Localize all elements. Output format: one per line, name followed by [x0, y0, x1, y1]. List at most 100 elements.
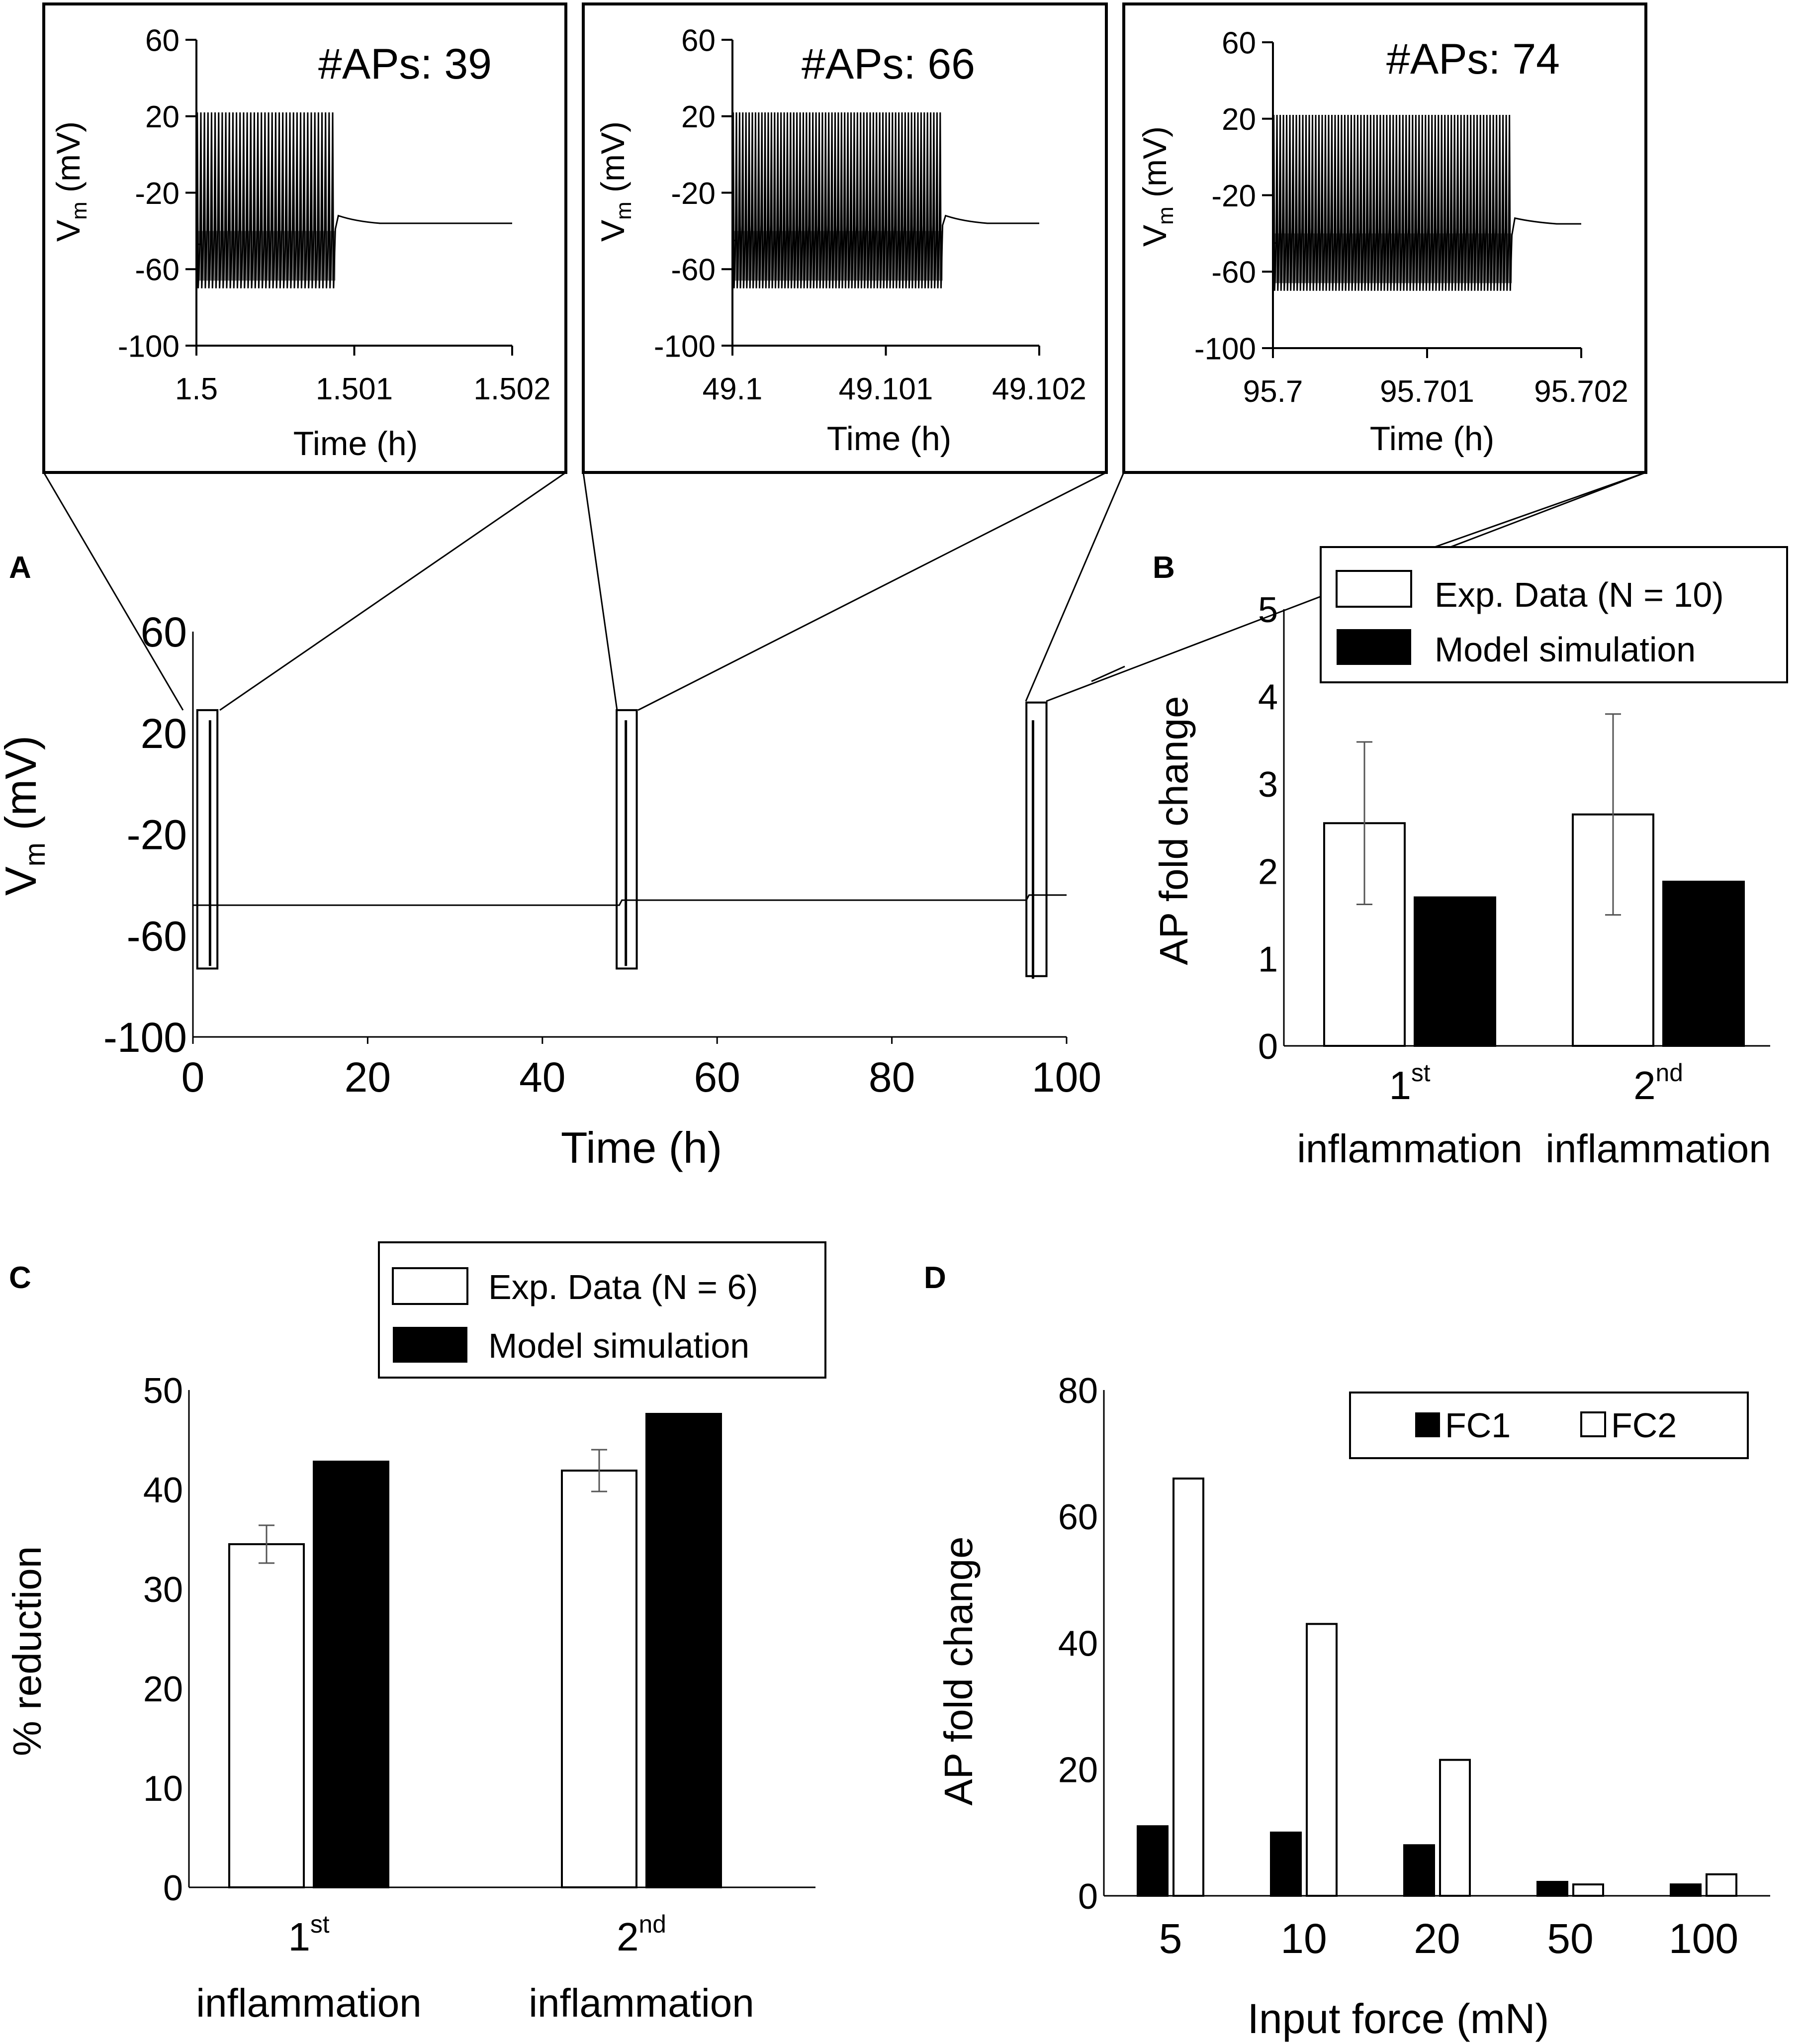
panel-a-ytick-label-2: -20 — [127, 812, 187, 858]
inset-2-title: #APs: 66 — [802, 40, 975, 88]
panel-a-xtick-label-4: 80 — [869, 1054, 915, 1101]
inset-3-ylabel: Vm (mV) — [1136, 126, 1178, 247]
panel-a-xtick-label-3: 60 — [694, 1054, 740, 1101]
panel-b-ytick-label-3: 3 — [1258, 765, 1278, 805]
inset-1-chart: 60 20 -20 -60 -100 1.5 1.501 1.502 #APs: 39 Tim… — [50, 23, 551, 463]
panel-b-category-number-1: 2 — [1633, 1063, 1656, 1108]
panel-c-bar-model-1 — [645, 1413, 722, 1888]
panel-c-category-suffix-1: nd — [639, 1910, 666, 1938]
panel-d-ytick-label-4: 80 — [1058, 1371, 1098, 1411]
panel-b-legend-exp-label: Exp. Data (N = 10) — [1435, 575, 1724, 614]
panel-d-ytick-label-1: 20 — [1058, 1751, 1098, 1790]
inset-1-xtick-label-0: 1.5 — [175, 372, 218, 406]
panel-c-category-word-0: inflammation — [196, 1981, 422, 2025]
inset-3-ytick-label-4: -100 — [1194, 332, 1256, 366]
panel-b-ytick-label-4: 4 — [1258, 678, 1278, 718]
panel-d-bar-fc1-10 — [1270, 1831, 1302, 1897]
inset-2-ytick-label-2: -20 — [671, 177, 716, 211]
inset-3-xtick-label-2: 95.702 — [1534, 374, 1628, 409]
inset-2-ytick-label-4: -100 — [654, 329, 716, 364]
panel-a-ytick-label-0: 60 — [141, 609, 187, 655]
inset-1-ytick-label-0: 60 — [145, 23, 180, 58]
panel-a-ylabel-v: V — [0, 866, 45, 896]
inset-3-ytick-label-3: -60 — [1211, 256, 1256, 290]
connector-b-legend — [1434, 471, 1646, 548]
panel-d-xlabel: Input force (mN) — [1248, 1995, 1549, 2042]
panel-d-legend-swatch-fc2 — [1580, 1411, 1606, 1437]
inset-3-xlabel: Time (h) — [1370, 420, 1495, 458]
inset-1-title: #APs: 39 — [318, 40, 492, 88]
inset-1-xtick-label-2: 1.502 — [473, 372, 550, 406]
connector-3-left — [1025, 472, 1125, 702]
inset-2-ytick-label-3: -60 — [671, 253, 716, 287]
panel-b-category-ordinal-0: 1st — [1389, 1059, 1430, 1108]
inset-2-ytick-label-1: 20 — [681, 100, 716, 134]
inset-2-plot: 60 20 -20 -60 -100 49.1 49.101 49.102 — [654, 23, 1086, 406]
panel-b-category-word-1: inflammation — [1545, 1126, 1771, 1171]
panel-d-legend-fc2-label: FC2 — [1611, 1406, 1677, 1445]
panel-c-category-number-1: 2 — [617, 1915, 639, 1959]
panel-c-ytick-label-5: 50 — [143, 1371, 183, 1411]
inset-3-ylabel-sub: m — [1154, 206, 1178, 225]
inset-1-xtick-label-1: 1.501 — [316, 372, 393, 406]
panel-c-category-word-1: inflammation — [529, 1981, 754, 2025]
panel-d-bar-fc1-100 — [1670, 1883, 1702, 1897]
inset-2-ylabel-v: V — [594, 220, 631, 242]
inset-3-ylabel-unit: (mV) — [1136, 126, 1173, 206]
panel-b-legend-model-label: Model simulation — [1435, 630, 1696, 669]
inset-3-plot: 60 20 -20 -60 -100 95.7 95.701 95.702 — [1194, 26, 1628, 409]
panel-a-xlabel: Time (h) — [561, 1123, 722, 1172]
panel-a-ylabel-unit: (mV) — [0, 736, 45, 842]
panel-d-ylabel: AP fold change — [936, 1536, 981, 1805]
inset-2-xtick-label-2: 49.102 — [992, 372, 1086, 406]
panel-b-category-suffix-0: st — [1411, 1059, 1431, 1087]
connector-1-right — [219, 471, 566, 711]
panel-a-ytick-label-3: -60 — [127, 913, 187, 959]
inset-2-xlabel: Time (h) — [827, 420, 952, 458]
panel-d-legend-fc1-label: FC1 — [1445, 1406, 1511, 1445]
panel-letter-c: C — [9, 1261, 31, 1295]
inset-1-ylabel-v: V — [50, 220, 87, 242]
panel-c-ytick-label-0: 0 — [163, 1868, 183, 1908]
panel-letter-d: D — [924, 1261, 946, 1295]
panel-d-bar-fc2-5 — [1173, 1477, 1204, 1897]
inset-2-ytick-label-0: 60 — [681, 23, 716, 58]
connector-2-right — [637, 471, 1107, 711]
panel-b-legend-swatch-model — [1337, 629, 1411, 665]
panel-a-ylabel-sub: m — [19, 842, 51, 866]
inset-2-spike-band — [732, 231, 943, 281]
panel-d-legend — [1349, 1392, 1749, 1459]
panel-a-xtick-label-5: 100 — [1032, 1054, 1101, 1101]
panel-c-legend-swatch-model — [393, 1327, 467, 1363]
panel-d-chart: 0 20 40 60 80 5 10 20 50 100 Input force (mN) AP … — [936, 1371, 1770, 2042]
panel-a-zoom-box-0 — [196, 709, 219, 970]
panel-b-legend-swatch-exp — [1336, 570, 1412, 608]
panel-d-bar-fc2-10 — [1306, 1623, 1338, 1897]
inset-2-xtick-label-1: 49.101 — [839, 372, 933, 406]
inset-1-plot: 60 20 -20 -60 -100 1.5 1.501 1.502 — [118, 23, 551, 406]
inset-3-ytick-label-0: 60 — [1222, 26, 1256, 60]
inset-3-ytick-label-1: 20 — [1222, 102, 1256, 137]
inset-3-ylabel-v: V — [1136, 225, 1173, 247]
panel-c-ytick-label-2: 20 — [143, 1670, 183, 1709]
panel-a-xtick-label-1: 20 — [345, 1054, 391, 1101]
panel-d-xtick-label-3: 50 — [1547, 1915, 1593, 1962]
panel-b-bar-model-1 — [1662, 880, 1745, 1047]
panel-c-category-suffix-0: st — [310, 1910, 330, 1938]
panel-c-category-ordinal-1: 2nd — [617, 1910, 666, 1959]
panel-c-category-number-0: 1 — [288, 1915, 310, 1959]
inset-1-ytick-label-3: -60 — [135, 253, 180, 287]
panel-c-ytick-label-4: 40 — [143, 1471, 183, 1510]
panel-b-category-suffix-1: nd — [1656, 1059, 1683, 1087]
panel-b-ytick-label-0: 0 — [1258, 1027, 1278, 1067]
inset-3-title: #APs: 74 — [1386, 35, 1560, 83]
panel-c-category-ordinal-0: 1st — [288, 1910, 329, 1959]
panel-a-xtick-label-0: 0 — [181, 1054, 205, 1101]
inset-1-ytick-label-1: 20 — [145, 100, 180, 134]
panel-b-category-word-0: inflammation — [1297, 1126, 1523, 1171]
panel-a-ylabel: Vm (mV) — [0, 736, 51, 896]
